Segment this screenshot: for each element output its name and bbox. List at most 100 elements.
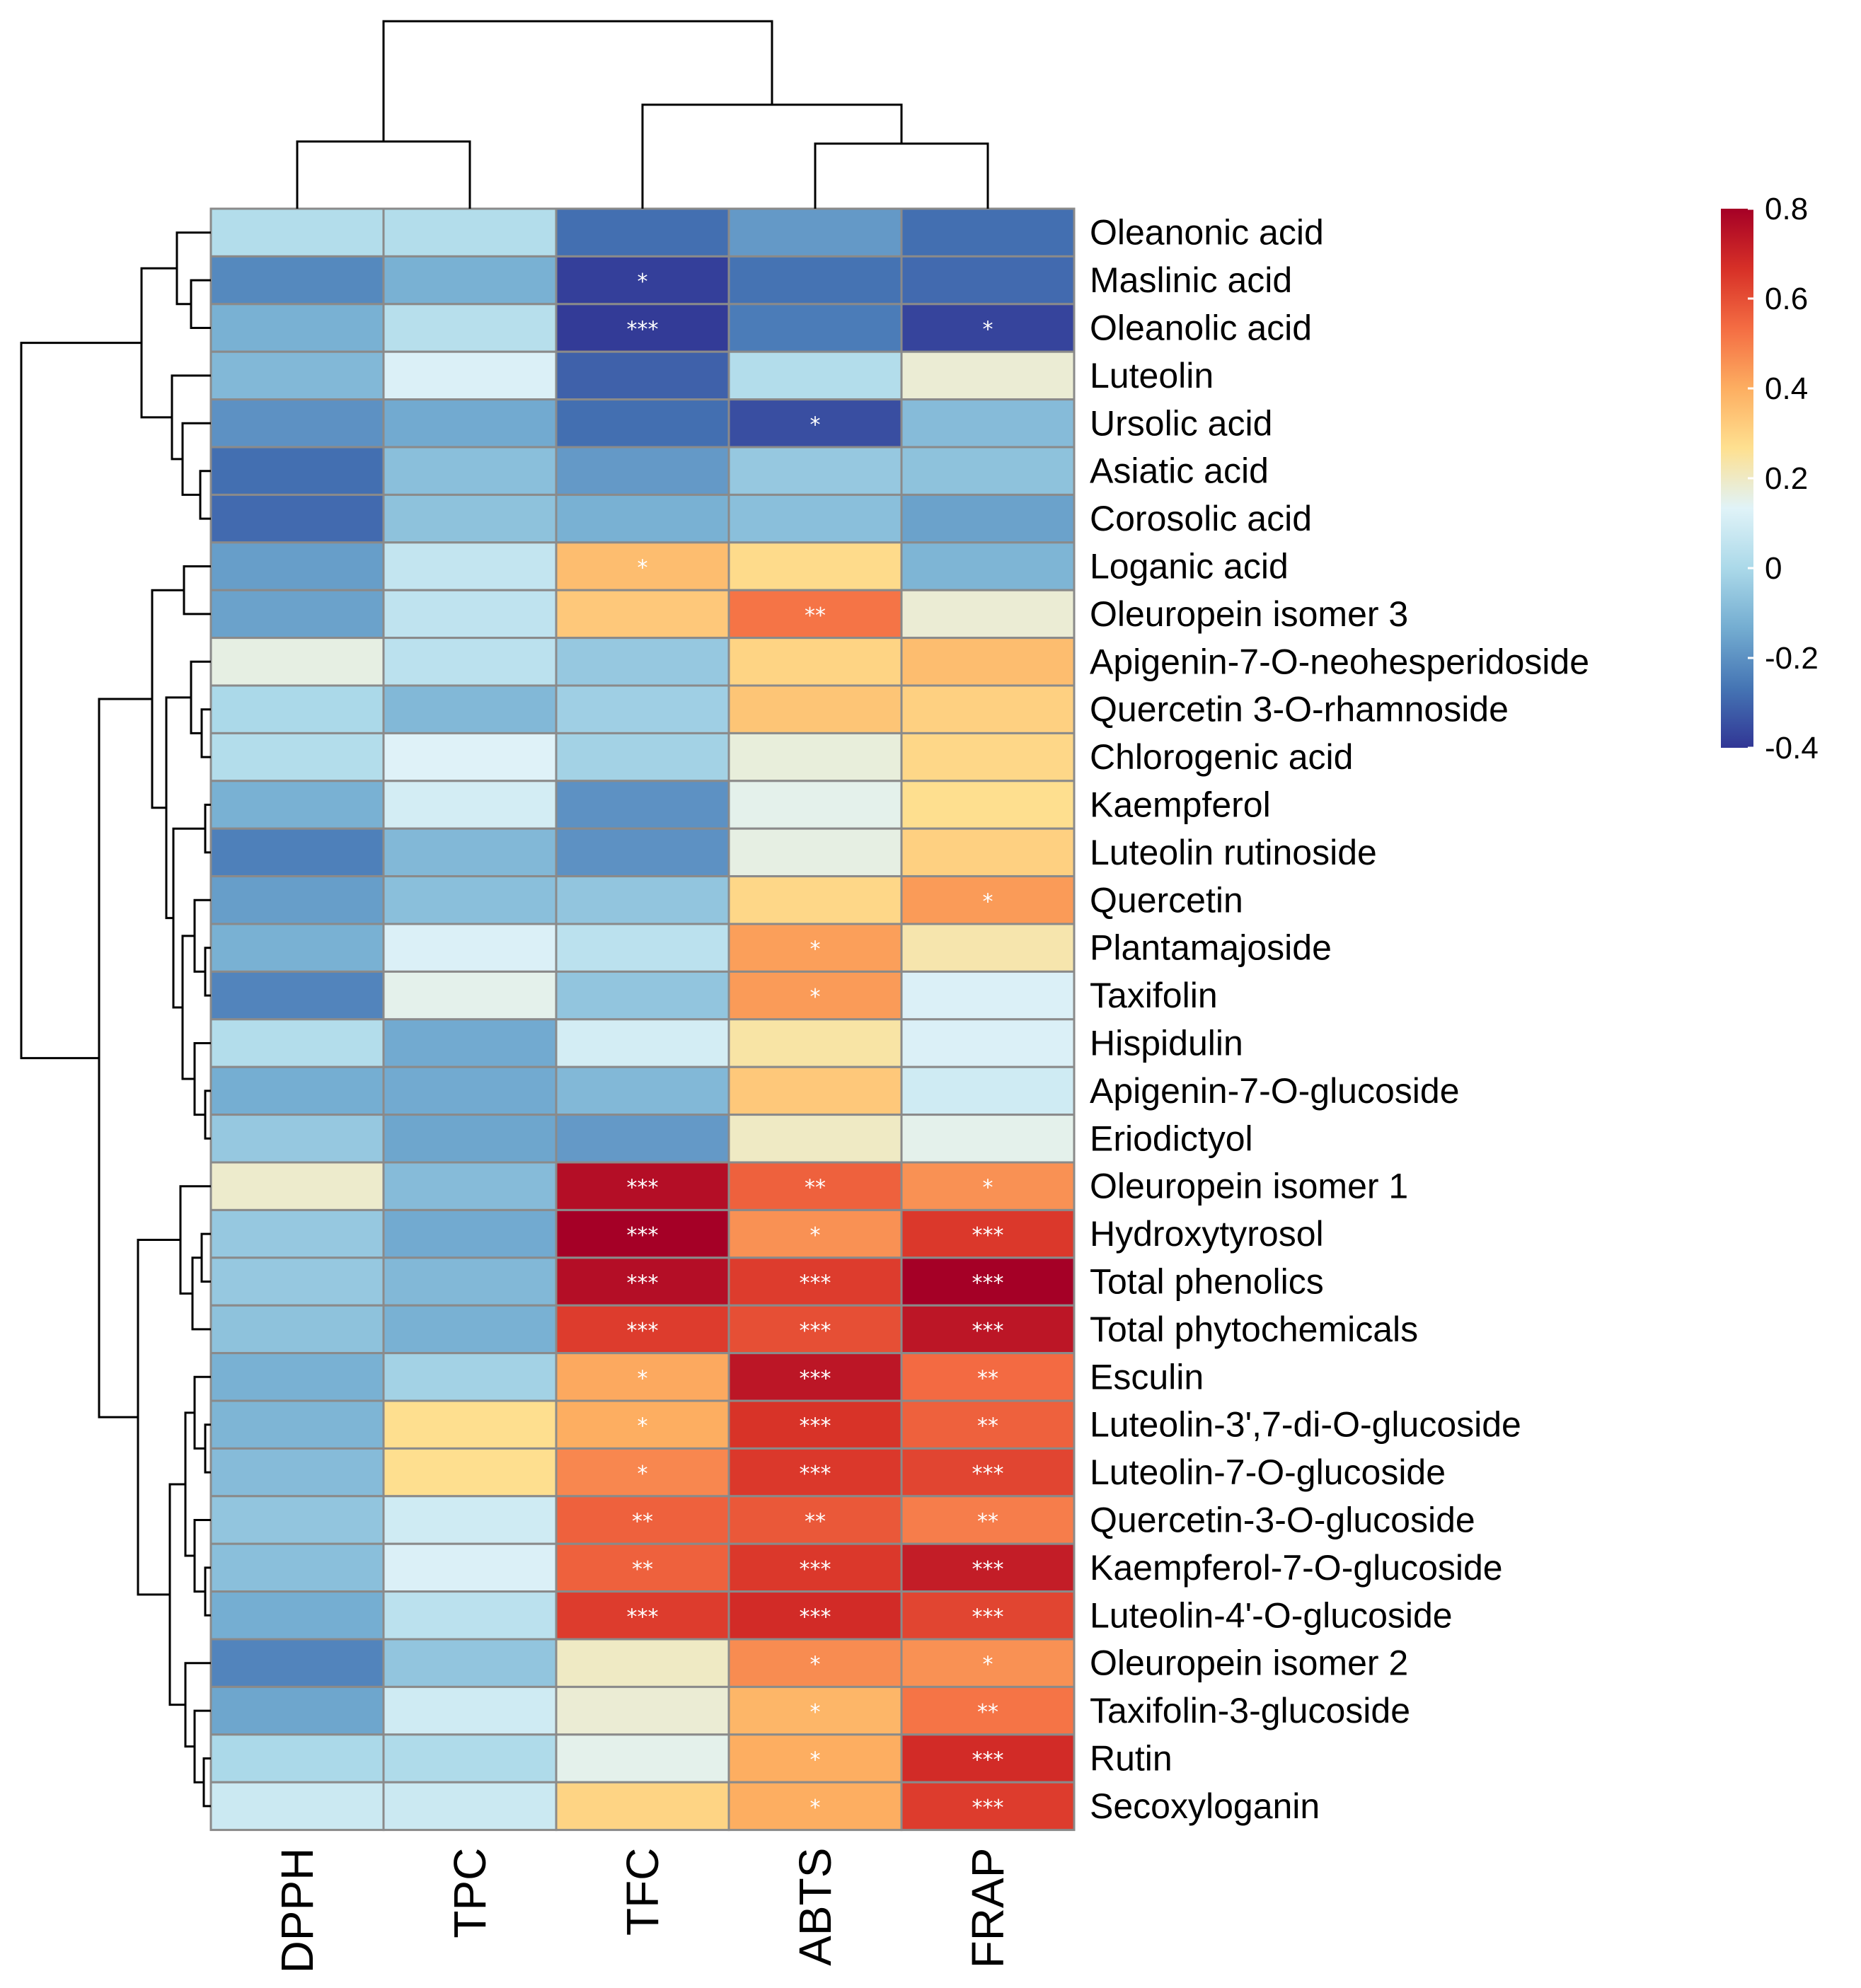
heatmap-cell-maslinic-acid-abts <box>727 255 903 306</box>
heatmap-cell-esculin-tfc <box>555 1352 730 1402</box>
significance-mark: * <box>638 1462 648 1486</box>
heatmap-cell-luteolin-rutinoside-abts <box>727 827 903 878</box>
heatmap-cell-luteolin-3-7-di-o-glucoside-frap <box>900 1399 1076 1450</box>
heatmap-cell-oleuropein-isomer-2-tpc <box>382 1638 558 1688</box>
column-dendrogram-link-DPPH-TPC <box>296 140 471 209</box>
significance-mark: *** <box>627 1319 659 1343</box>
heatmap-cell-asiatic-acid-dpph <box>209 446 385 496</box>
heatmap-cell-oleuropein-isomer-3-abts <box>727 589 903 640</box>
color-legend: 0.8 0.6 0.4 0.2 0 -0.2 -0.4 <box>1721 192 1819 765</box>
heatmap-cell-esculin-abts <box>727 1352 903 1402</box>
heatmap-cell-total-phenolics-dpph <box>209 1256 385 1307</box>
heatmap-cell-luteolin-7-o-glucoside-tfc <box>555 1447 730 1498</box>
significance-mark: * <box>810 1700 821 1725</box>
significance-mark: *** <box>972 1796 1004 1820</box>
significance-marks: **** *********** ** **** * ****** *** ****** ***… <box>627 270 1004 1820</box>
row-label: Taxifolin-3-glucoside <box>1090 1691 1410 1730</box>
row-dendrogram-link-b <box>175 231 211 306</box>
heatmap-cells <box>209 207 1076 1832</box>
row-label: Oleuropein isomer 2 <box>1090 1643 1408 1683</box>
significance-mark: * <box>810 1748 821 1773</box>
significance-mark: * <box>638 1366 648 1391</box>
heatmap-cell-chlorogenic-acid-dpph <box>209 732 385 782</box>
heatmap-cell-rutin-frap <box>900 1733 1076 1784</box>
column-label: TFC <box>617 1848 668 1936</box>
row-dendrogram-link-e <box>171 374 211 461</box>
heatmap-cell-ursolic-acid-tpc <box>382 398 558 449</box>
heatmap-cell-quercetin-tpc <box>382 875 558 925</box>
heatmap-cell-luteolin-7-o-glucoside-abts <box>727 1447 903 1498</box>
heatmap-cell-hispidulin-dpph <box>209 1018 385 1068</box>
heatmap-cell-asiatic-acid-tpc <box>382 446 558 496</box>
heatmap-cell-oleanolic-acid-tfc <box>555 303 730 353</box>
significance-mark: ** <box>632 1510 653 1535</box>
row-dendrogram-link-ae <box>137 1239 180 1596</box>
heatmap-cell-apigenin-7-o-glucoside-tpc <box>382 1065 558 1116</box>
heatmap-cell-total-phytochemicals-dpph <box>209 1304 385 1355</box>
heatmap-cell-kaempferol-dpph <box>209 780 385 830</box>
heatmap-cell-corosolic-acid-tpc <box>382 493 558 544</box>
row-dendrogram-link-r <box>151 589 184 809</box>
heatmap-cell-rutin-dpph <box>209 1733 385 1784</box>
heatmap-cell-apigenin-7-o-glucoside-dpph <box>209 1065 385 1116</box>
heatmap-cell-apigenin-7-o-neohesperidoside-tpc <box>382 637 558 687</box>
heatmap-cell-total-phytochemicals-abts <box>727 1304 903 1355</box>
heatmap-cell-chlorogenic-acid-abts <box>727 732 903 782</box>
heatmap-cell-quercetin-3-o-rhamnoside-tfc <box>555 684 730 734</box>
column-label: ABTS <box>790 1848 841 1966</box>
significance-mark: * <box>810 412 821 437</box>
heatmap-cell-luteolin-rutinoside-frap <box>900 827 1076 878</box>
heatmap-cell-maslinic-acid-tfc <box>555 255 730 306</box>
heatmap-cell-eriodictyol-tpc <box>382 1114 558 1164</box>
heatmap-cell-oleuropein-isomer-3-frap <box>900 589 1076 640</box>
heatmap-cell-corosolic-acid-tfc <box>555 493 730 544</box>
heatmap-cell-kaempferol-7-o-glucoside-frap <box>900 1542 1076 1593</box>
heatmap-cell-hispidulin-frap <box>900 1018 1076 1068</box>
row-label: Plantamajoside <box>1090 928 1332 968</box>
row-label: Secoxyloganin <box>1090 1786 1320 1826</box>
heatmap-cell-ursolic-acid-dpph <box>209 398 385 449</box>
row-label: Chlorogenic acid <box>1090 737 1353 777</box>
significance-mark: * <box>983 1653 993 1677</box>
heatmap-cell-oleanonic-acid-dpph <box>209 207 385 258</box>
heatmap-cell-quercetin-tfc <box>555 875 730 925</box>
row-dendrogram-link-p <box>172 827 205 1009</box>
heatmap-cell-oleuropein-isomer-1-tpc <box>382 1161 558 1211</box>
heatmap-cell-secoxyloganin-abts <box>727 1781 903 1832</box>
heatmap-cell-luteolin-4-o-glucoside-dpph <box>209 1590 385 1641</box>
significance-mark: ** <box>977 1414 998 1439</box>
heatmap-cell-kaempferol-7-o-glucoside-dpph <box>209 1542 385 1593</box>
row-label: Rutin <box>1090 1739 1173 1779</box>
column-label: TPC <box>444 1848 495 1938</box>
significance-mark: ** <box>977 1366 998 1391</box>
heatmap-cell-luteolin-abts <box>727 350 903 401</box>
significance-mark: * <box>638 1414 648 1439</box>
significance-mark: * <box>810 937 821 962</box>
significance-mark: *** <box>800 1271 831 1296</box>
heatmap-cell-eriodictyol-abts <box>727 1114 903 1164</box>
heatmap-cell-apigenin-7-o-neohesperidoside-dpph <box>209 637 385 687</box>
heatmap-cell-secoxyloganin-tpc <box>382 1781 558 1832</box>
heatmap-cell-corosolic-acid-abts <box>727 493 903 544</box>
row-label: Luteolin-7-O-glucoside <box>1090 1452 1446 1492</box>
heatmap-cell-luteolin-rutinoside-tfc <box>555 827 730 878</box>
heatmap-cell-rutin-tpc <box>382 1733 558 1784</box>
heatmap-cell-corosolic-acid-frap <box>900 493 1076 544</box>
row-label: Oleanolic acid <box>1090 308 1312 348</box>
row-label: Hispidulin <box>1090 1024 1243 1063</box>
row-label: Kaempferol <box>1090 785 1271 825</box>
heatmap-cell-taxifolin-3-glucoside-dpph <box>209 1685 385 1736</box>
row-dendrogram-link-w <box>193 1375 211 1450</box>
significance-mark: *** <box>627 1176 659 1201</box>
heatmap-cell-maslinic-acid-frap <box>900 255 1076 306</box>
significance-mark: *** <box>627 318 659 342</box>
heatmap-cell-luteolin-dpph <box>209 350 385 401</box>
heatmap-cell-hispidulin-tfc <box>555 1018 730 1068</box>
heatmap-cell-taxifolin-3-glucoside-abts <box>727 1685 903 1736</box>
heatmap-cell-oleuropein-isomer-3-dpph <box>209 589 385 640</box>
heatmap-cell-quercetin-3-o-rhamnoside-abts <box>727 684 903 734</box>
row-label: Asiatic acid <box>1090 451 1269 491</box>
significance-mark: ** <box>632 1557 653 1582</box>
row-label: Corosolic acid <box>1090 499 1312 538</box>
